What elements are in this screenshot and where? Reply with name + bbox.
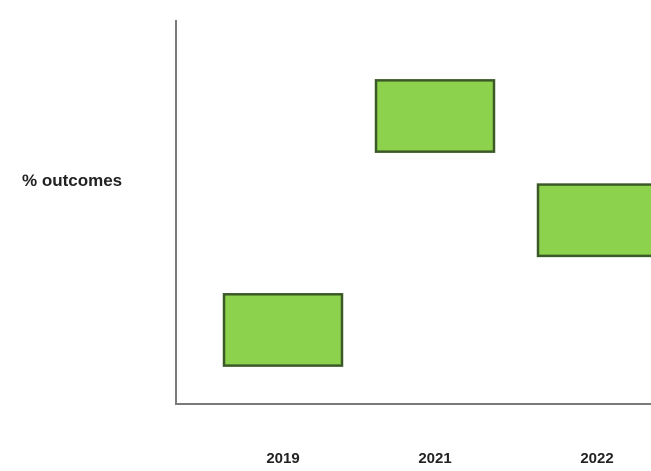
plot-area — [222, 79, 651, 367]
range-box-2022 — [536, 183, 651, 258]
range-box-2019 — [222, 293, 344, 367]
range-box-2021 — [374, 79, 496, 153]
x-tick-label-2022: 2022 — [580, 450, 613, 467]
y-axis-label: % outcomes — [22, 171, 122, 190]
x-tick-label-2019: 2019 — [266, 450, 299, 467]
x-tick-label-2021: 2021 — [418, 450, 451, 467]
x-tick-labels: 2019 2021 2022 — [266, 450, 613, 467]
